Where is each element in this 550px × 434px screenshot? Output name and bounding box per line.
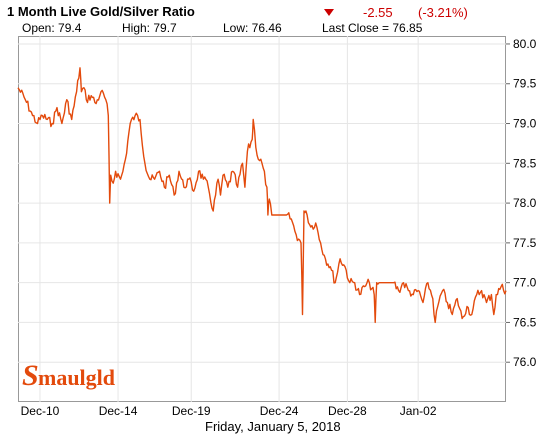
low-stat: Low: 76.46 [223, 21, 282, 35]
change-percent: (-3.21%) [418, 5, 468, 20]
footer-date: Friday, January 5, 2018 [205, 419, 341, 434]
down-arrow-icon [324, 9, 334, 16]
svg-text:S: S [22, 359, 39, 392]
last-close-stat: Last Close = 76.85 [322, 21, 423, 35]
x-tick-label: Jan-02 [400, 404, 437, 418]
high-stat: High: 79.7 [122, 21, 177, 35]
chart-title: 1 Month Live Gold/Silver Ratio [7, 4, 195, 19]
y-axis: 76.0 76.5 77.0 77.5 78.0 78.5 79.0 79.5 80.0 [506, 37, 537, 369]
y-tick-label: 76.5 [513, 315, 537, 329]
smaulgld-logo: S maulgld [22, 359, 115, 392]
change-value: -2.55 [363, 5, 393, 20]
series-layer [17, 67, 507, 324]
open-stat: Open: 79.4 [22, 21, 82, 35]
y-tick-label: 79.0 [513, 117, 537, 131]
grid-lines [18, 36, 506, 402]
x-tick-label: Dec-24 [260, 404, 299, 418]
y-tick-label: 79.5 [513, 77, 537, 91]
y-tick-label: 80.0 [513, 37, 537, 51]
y-tick-label: 77.0 [513, 276, 537, 290]
y-tick-label: 78.5 [513, 156, 537, 170]
x-tick-label: Dec-28 [328, 404, 367, 418]
series-line [17, 67, 507, 324]
y-tick-label: 77.5 [513, 236, 537, 250]
x-tick-label: Dec-10 [21, 404, 60, 418]
logo-text: maulgld [38, 365, 115, 390]
x-tick-label: Dec-19 [172, 404, 211, 418]
y-tick-label: 78.0 [513, 196, 537, 210]
y-tick-label: 76.0 [513, 355, 537, 369]
x-axis: Dec-10 Dec-14 Dec-19 Dec-24 Dec-28 Jan-02 [21, 404, 437, 418]
x-tick-label: Dec-14 [99, 404, 138, 418]
